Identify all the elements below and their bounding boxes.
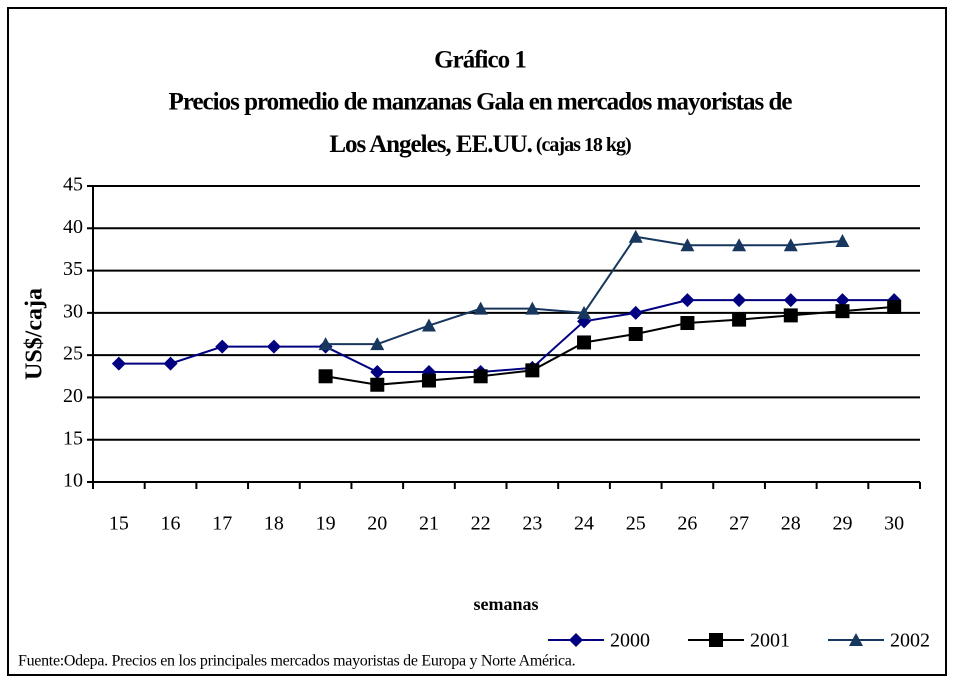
legend-label: 2002: [890, 630, 930, 652]
title-note: (cajas 18 kg): [532, 134, 631, 156]
x-tick-label: 30: [884, 513, 904, 535]
source-note: Fuente:Odepa. Precios en los principales…: [18, 653, 575, 670]
title-part: Los Angeles, EE.UU.: [329, 131, 532, 158]
legend-marker: [849, 633, 863, 646]
marker: [835, 293, 850, 308]
marker: [680, 293, 695, 308]
series-line: [118, 299, 895, 374]
y-tick-label: 30: [63, 300, 83, 322]
marker: [525, 363, 540, 378]
x-tick-label: 25: [626, 513, 646, 535]
marker: [266, 339, 281, 354]
marker: [732, 293, 747, 308]
frame: [7, 7, 947, 676]
marker: [577, 305, 592, 319]
marker: [783, 308, 798, 323]
marker: [421, 318, 436, 332]
y-tick-label: 45: [63, 174, 83, 196]
marker: [473, 369, 488, 384]
x-tick-label: 15: [109, 513, 129, 535]
marker: [732, 312, 747, 327]
marker: [628, 327, 643, 341]
x-tick-label: 22: [471, 513, 491, 535]
legend-label: 2000: [610, 630, 650, 652]
y-tick-label: 10: [63, 470, 83, 492]
legend-label: 2001: [750, 630, 790, 652]
marker: [628, 229, 643, 243]
x-tick-label: 26: [677, 513, 697, 535]
marker: [370, 337, 385, 351]
x-tick-label: 24: [574, 513, 594, 535]
chart-title: Gráfico 1: [434, 47, 526, 74]
chart-title: Precios promedio de manzanas Gala en mer…: [169, 89, 793, 116]
x-tick-label: 29: [832, 513, 852, 535]
marker: [111, 356, 126, 371]
series-line: [325, 305, 895, 386]
x-tick-label: 18: [264, 513, 284, 535]
marker: [732, 238, 747, 252]
y-tick-label: 20: [63, 385, 83, 407]
x-tick-label: 27: [729, 513, 749, 535]
marker: [370, 365, 385, 380]
x-tick-label: 17: [212, 513, 232, 535]
marker: [887, 299, 902, 314]
marker: [783, 238, 798, 252]
x-axis-label: semanas: [473, 594, 538, 614]
y-tick-label: 15: [63, 427, 83, 449]
marker: [680, 238, 695, 252]
marker: [421, 373, 436, 388]
marker: [835, 233, 850, 247]
y-tick-label: 25: [63, 343, 83, 365]
marker: [628, 305, 643, 320]
marker: [318, 369, 333, 384]
marker: [525, 301, 540, 315]
y-axis-label: US$/caja: [22, 288, 48, 380]
marker: [577, 335, 592, 350]
chart-title: Los Angeles, EE.UU. (cajas 18 kg): [329, 131, 631, 158]
marker: [680, 316, 695, 331]
marker: [318, 337, 333, 351]
legend-marker: [709, 633, 723, 647]
x-tick-label: 19: [316, 513, 336, 535]
x-tick-label: 16: [161, 513, 181, 535]
marker: [835, 304, 850, 319]
x-tick-label: 28: [781, 513, 801, 535]
marker: [783, 293, 798, 308]
x-tick-label: 23: [522, 513, 542, 535]
y-tick-label: 40: [63, 216, 83, 238]
marker: [163, 356, 178, 371]
marker: [370, 377, 385, 392]
legend-marker: [569, 633, 583, 647]
marker: [473, 301, 488, 315]
y-tick-label: 35: [63, 258, 83, 280]
x-tick-label: 20: [367, 513, 387, 535]
x-tick-label: 21: [419, 513, 439, 535]
marker: [215, 339, 230, 354]
